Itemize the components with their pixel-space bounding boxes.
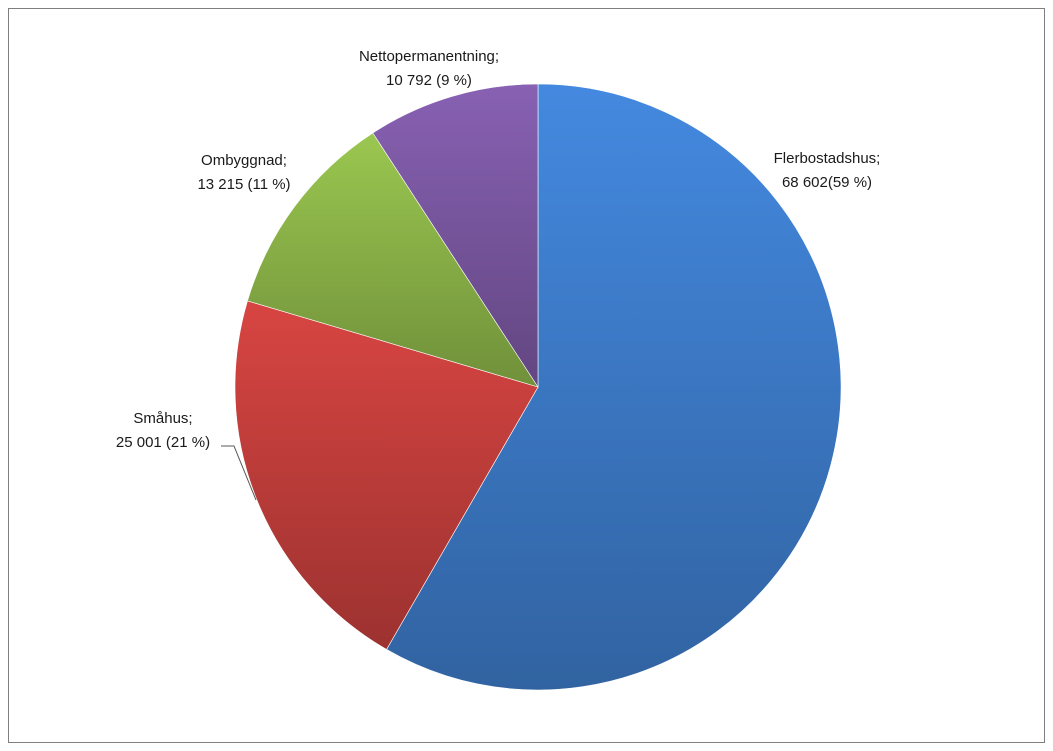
pie-slice-flerbostadshus bbox=[386, 83, 842, 691]
label-flerbostadshus-name: Flerbostadshus; bbox=[774, 150, 881, 167]
pie-slice-ombyggnad bbox=[247, 132, 539, 388]
label-nettopermanentning-name: Nettopermanentning; bbox=[359, 48, 499, 65]
label-smahus-name: Småhus; bbox=[133, 410, 192, 427]
label-smahus-value: 25 001 (21 %) bbox=[116, 434, 210, 451]
slice-labels: Flerbostadshus; 68 602(59 %) Småhus; 25 … bbox=[116, 48, 881, 501]
pie-slice-nettopermanentning bbox=[372, 83, 539, 389]
label-flerbostadshus-value: 68 602(59 %) bbox=[782, 174, 872, 191]
label-ombyggnad-name: Ombyggnad; bbox=[201, 152, 287, 169]
label-nettopermanentning-value: 10 792 (9 %) bbox=[386, 72, 472, 89]
pie-slice-sm-hus bbox=[234, 300, 539, 650]
label-ombyggnad-value: 13 215 (11 %) bbox=[197, 176, 290, 193]
pie-slices bbox=[234, 83, 842, 691]
smahus-leader-line bbox=[221, 445, 257, 501]
